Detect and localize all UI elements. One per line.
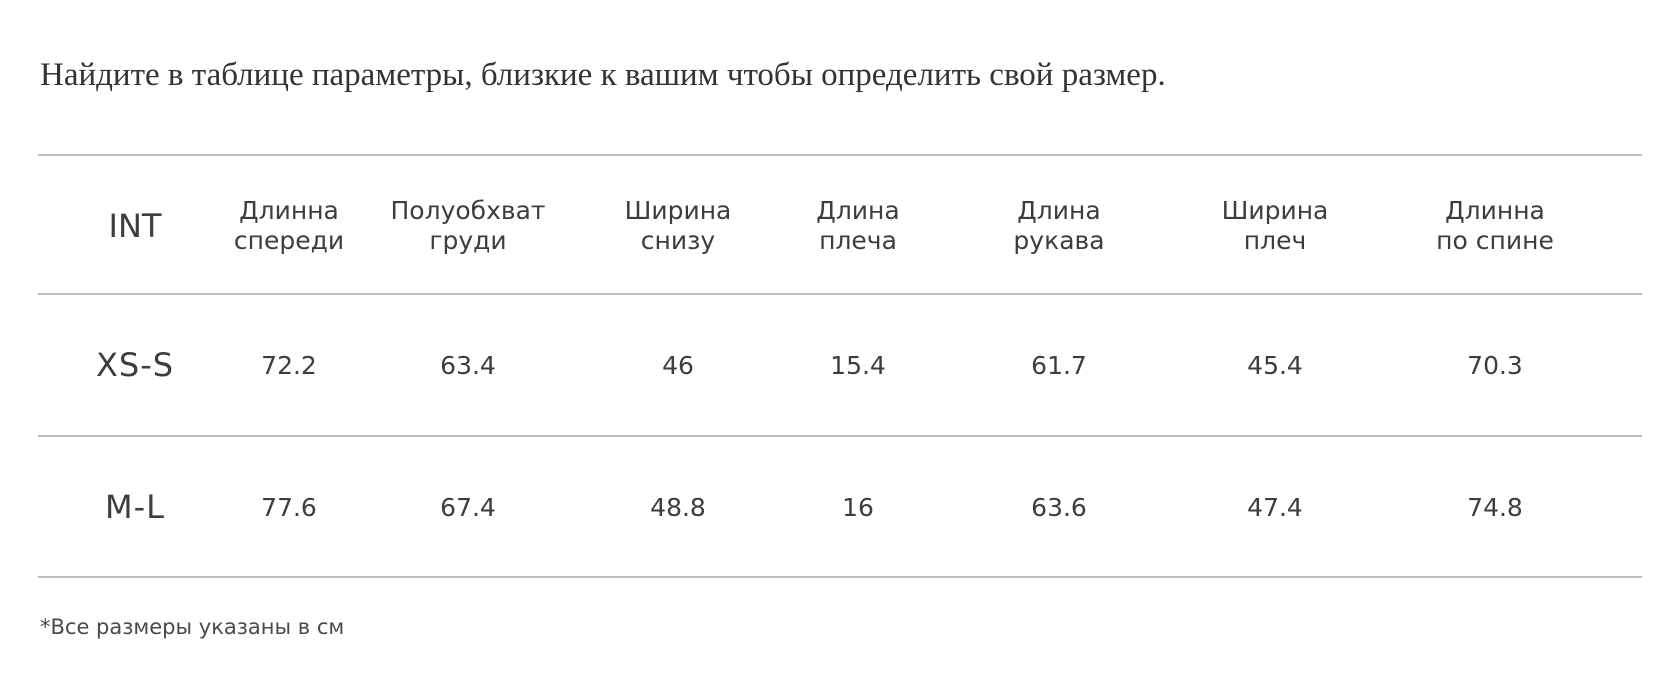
column-header-int: INT	[108, 207, 162, 245]
table-cell: 45.4	[1247, 350, 1303, 380]
table-cell: 63.6	[1031, 492, 1087, 522]
table-divider	[38, 293, 1642, 295]
units-footnote: *Все размеры указаны в см	[40, 615, 345, 639]
table-cell: 46	[662, 350, 694, 380]
table-cell: 77.6	[261, 492, 317, 522]
column-header-back-length: Длинна по спине	[1436, 196, 1554, 255]
table-cell: 48.8	[650, 492, 706, 522]
table-cell: 47.4	[1247, 492, 1303, 522]
column-header-bottom-width: Ширина снизу	[624, 196, 732, 255]
table-bottom-divider	[38, 576, 1642, 578]
table-cell: 67.4	[440, 492, 496, 522]
size-label: M-L	[105, 488, 165, 526]
column-header-shoulder-width: Ширина плеч	[1221, 196, 1329, 255]
table-cell: 63.4	[440, 350, 496, 380]
table-cell: 16	[842, 492, 874, 522]
table-cell: 70.3	[1467, 350, 1523, 380]
table-cell: 15.4	[830, 350, 886, 380]
table-row: XS-S 72.2 63.4 46 15.4 61.7 45.4 70.3	[38, 295, 1642, 435]
column-header-half-chest: Полуобхват груди	[390, 196, 546, 255]
table-divider	[38, 435, 1642, 437]
page-title: Найдите в таблице параметры, близкие к в…	[40, 57, 1166, 93]
table-cell: 74.8	[1467, 492, 1523, 522]
column-header-shoulder-length: Длина плеча	[816, 196, 900, 255]
table-row: M-L 77.6 67.4 48.8 16 63.6 47.4 74.8	[38, 437, 1642, 577]
table-cell: 72.2	[261, 350, 317, 380]
table-header-row: INT Длинна спереди Полуобхват груди Шири…	[38, 156, 1642, 296]
column-header-front-length: Длинна спереди	[233, 196, 345, 255]
size-label: XS-S	[95, 346, 175, 384]
table-top-divider	[38, 154, 1642, 156]
table-cell: 61.7	[1031, 350, 1087, 380]
column-header-sleeve-length: Длина рукава	[1013, 196, 1105, 255]
